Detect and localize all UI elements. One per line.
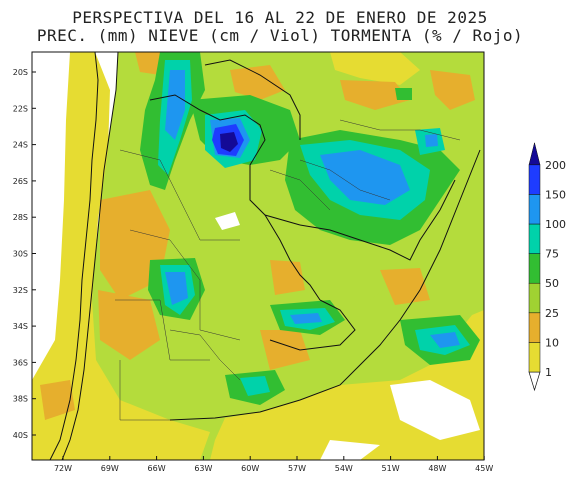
zone-yellow-south [220, 340, 484, 460]
zone-max-core [220, 132, 238, 152]
zone-blue-ne [425, 134, 438, 147]
lat-tick-label: 36S [13, 358, 28, 367]
colorbar-segment [528, 342, 541, 373]
zone-blue-west [165, 272, 188, 305]
map-title-line-2: PREC. (mm) NIEVE (cm / Viol) TORMENTA (%… [36, 26, 524, 45]
zone-green-small [395, 88, 412, 100]
zone-white-center [215, 212, 240, 230]
longitude-axis: 72W 69W 66W 63W 60W 57W 54W 51W 48W 45W [54, 456, 493, 473]
colorbar-level-label: 75 [545, 248, 559, 261]
lon-tick-label: 45W [475, 464, 493, 473]
colorbar-level-label: 10 [545, 336, 559, 349]
lon-tick-label: 54W [335, 464, 353, 473]
zone-blue-atlantic [430, 332, 460, 348]
lat-tick-label: 40S [13, 431, 28, 440]
colorbar-arrow-high [528, 142, 541, 166]
colorbar-level-label: 150 [545, 188, 566, 201]
lon-tick-label: 66W [148, 464, 166, 473]
lat-tick-label: 26S [13, 177, 28, 186]
lon-tick-label: 57W [288, 464, 306, 473]
colorbar-segment [528, 164, 541, 195]
zone-orange-4 [230, 65, 285, 100]
colorbar-level-label: 50 [545, 277, 559, 290]
lat-tick-label: 38S [13, 395, 28, 404]
lon-tick-label: 48W [428, 464, 446, 473]
lon-tick-label: 51W [382, 464, 400, 473]
lon-tick-label: 69W [101, 464, 119, 473]
zone-white-south [320, 440, 380, 460]
lon-tick-label: 63W [194, 464, 212, 473]
colorbar-segment [528, 253, 541, 284]
zone-orange-8 [380, 268, 430, 305]
latitude-axis: 20S 22S 24S 26S 28S 30S 32S 34S 36S 38S 40S [13, 68, 36, 440]
lat-tick-label: 32S [13, 286, 28, 295]
lat-tick-label: 20S [13, 68, 28, 77]
colorbar-level-label: 1 [545, 366, 552, 379]
colorbar-level-label: 25 [545, 307, 559, 320]
zone-cyan-pampa [240, 376, 270, 396]
zone-blue-uruguay [290, 313, 322, 324]
zone-orange-2 [98, 290, 160, 360]
lat-tick-label: 30S [13, 250, 28, 259]
colorbar-segment [528, 223, 541, 254]
lon-tick-label: 72W [54, 464, 72, 473]
colorbar-segment [528, 312, 541, 343]
zone-orange-5 [340, 80, 410, 110]
zone-blue-brazil [320, 150, 410, 205]
zone-orange-10 [260, 330, 310, 370]
zone-blue-north [165, 70, 185, 140]
colorbar-arrow-low [528, 371, 541, 392]
map-title-line-1: PERSPECTIVA DEL 16 AL 22 DE ENERO DE 202… [72, 8, 488, 27]
zone-orange-7 [270, 260, 305, 295]
zone-orange-6 [430, 70, 475, 110]
colorbar-legend: 1 10 25 50 75 100 150 200 [528, 142, 566, 392]
map-frame [31, 51, 485, 461]
lon-tick-label: 60W [241, 464, 259, 473]
country-borders [49, 52, 481, 460]
lat-tick-label: 34S [13, 322, 28, 331]
colorbar-segment [528, 282, 541, 314]
zone-yellow-north [330, 52, 420, 85]
colorbar-level-label: 100 [545, 218, 566, 231]
zone-white-east [390, 380, 480, 440]
zone-orange-9 [40, 380, 75, 420]
colorbar-level-label: 200 [545, 159, 566, 172]
lat-tick-label: 22S [13, 104, 28, 113]
map-field [32, 52, 484, 460]
lat-tick-label: 24S [13, 141, 28, 150]
colorbar-segment [528, 194, 541, 225]
province-borders [115, 119, 461, 421]
lat-tick-label: 28S [13, 213, 28, 222]
